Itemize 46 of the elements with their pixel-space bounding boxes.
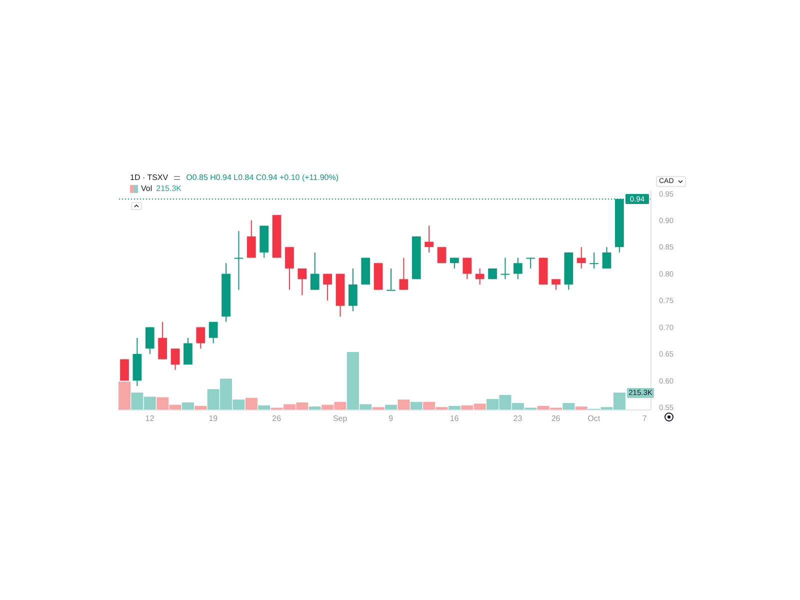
x-tick-label: Oct xyxy=(588,414,601,423)
x-tick-label: 23 xyxy=(513,414,523,423)
x-tick-label: 9 xyxy=(388,414,394,423)
candlestick xyxy=(285,246,294,290)
candlestick xyxy=(145,326,154,354)
candlestick xyxy=(437,246,446,264)
x-tick-label: 7 xyxy=(642,414,648,423)
x-tick-label: 19 xyxy=(208,414,218,423)
candlestick xyxy=(602,246,612,269)
x-tick-label: 26 xyxy=(272,414,282,423)
candlestick xyxy=(348,268,358,312)
candlestick xyxy=(234,230,244,290)
bar xyxy=(398,400,410,410)
x-tick-label: 12 xyxy=(145,414,155,423)
legend-label: Vol xyxy=(141,184,152,194)
candlestick xyxy=(590,252,598,269)
candlestick xyxy=(323,273,332,301)
candlestick xyxy=(399,257,408,290)
bar xyxy=(245,398,258,410)
bar xyxy=(118,382,130,410)
candlestick xyxy=(246,220,256,258)
candlestick xyxy=(386,268,396,291)
candlestick xyxy=(424,225,434,253)
bar xyxy=(182,402,194,410)
candlestick xyxy=(184,337,192,366)
candlestick xyxy=(196,326,206,350)
candlestick xyxy=(298,268,307,296)
chart-title: 1D · TSXV xyxy=(130,173,168,183)
candlestick xyxy=(526,257,536,269)
candlestick xyxy=(462,257,472,280)
candlestick xyxy=(208,321,218,344)
candlestick xyxy=(552,278,560,290)
x-tick-label: Sep xyxy=(332,414,348,423)
annotation: 215.3K xyxy=(156,184,182,194)
candlestick xyxy=(158,321,168,360)
x-tick-label: 26 xyxy=(551,414,561,423)
candlestick xyxy=(500,257,510,280)
candlestick xyxy=(170,348,180,370)
x-tick-label: 16 xyxy=(450,414,460,423)
bar xyxy=(562,403,575,410)
chart-subtitle: O0.85 H0.94 L0.84 C0.94 +0.10 (+11.90%) xyxy=(186,173,338,183)
candlestick xyxy=(513,257,522,280)
candlestick xyxy=(576,246,586,269)
candlestick xyxy=(310,252,320,290)
bar xyxy=(410,402,422,410)
candlestick xyxy=(475,268,484,285)
